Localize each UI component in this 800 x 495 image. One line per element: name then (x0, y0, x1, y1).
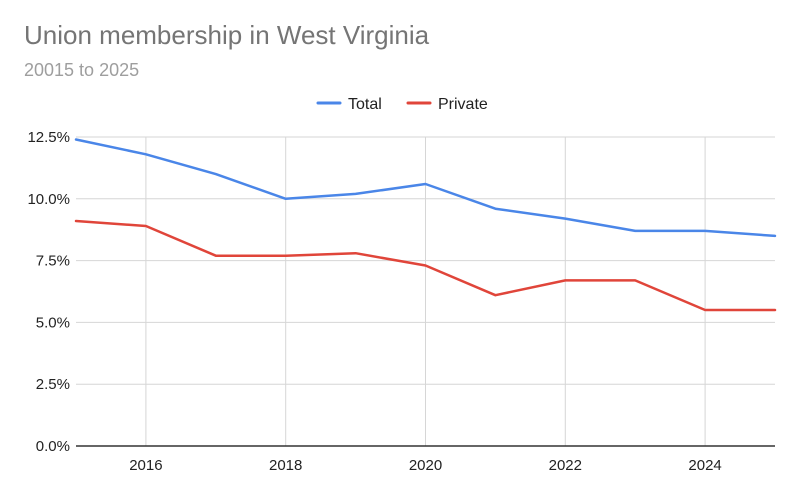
x-tick-label: 2018 (269, 457, 302, 474)
chart-subtitle: 20015 to 2025 (24, 60, 140, 80)
legend: Total Private (316, 96, 488, 113)
series-line-private (74, 219, 777, 312)
legend-label: Private (438, 96, 488, 113)
x-tick-label: 2020 (409, 457, 442, 474)
y-tick-label: 7.5% (36, 253, 70, 270)
x-tick-label: 2016 (129, 457, 162, 474)
vertical-grid (145, 137, 706, 446)
y-tick-label: 12.5% (27, 129, 70, 146)
series-line-total (74, 138, 777, 238)
y-tick-label: 5.0% (36, 314, 70, 331)
y-tick-label: 10.0% (27, 191, 70, 208)
x-axis-labels: 2016 2018 2020 2022 2024 (129, 457, 722, 474)
chart-title: Union membership in West Virginia (24, 20, 430, 50)
y-tick-label: 2.5% (36, 376, 70, 393)
y-axis-labels: 0.0% 2.5% 5.0% 7.5% 10.0% 12.5% (27, 129, 70, 455)
x-tick-label: 2022 (549, 457, 582, 474)
x-tick-label: 2024 (688, 457, 721, 474)
y-tick-label: 0.0% (36, 438, 70, 455)
legend-label: Total (348, 96, 382, 113)
series-lines (74, 138, 777, 312)
horizontal-grid (76, 136, 775, 447)
